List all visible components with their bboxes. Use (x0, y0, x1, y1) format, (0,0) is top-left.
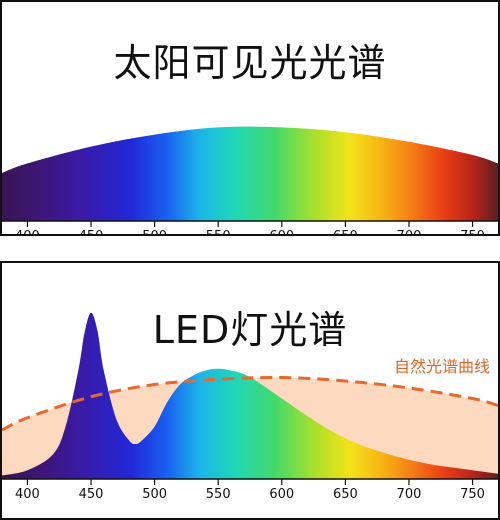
led-tick-label: 700 (397, 487, 422, 502)
led-tick-label: 450 (79, 487, 104, 502)
sunlight-spectrum-area (2, 126, 498, 221)
sunlight-tick-label: 600 (269, 229, 294, 234)
sunlight-tick-label: 400 (15, 229, 40, 234)
led-tick-label: 750 (460, 487, 485, 502)
led-tick-label: 500 (142, 487, 167, 502)
led-spectrum-title: LED灯光谱 (152, 308, 348, 352)
led-spectrum-panel: LED灯光谱 自然光谱曲线 400 450 500 550 600 650 700 750 (0, 261, 500, 520)
sunlight-spectrum-title: 太阳可见光光谱 (113, 41, 387, 85)
led-tick-label: 550 (206, 487, 231, 502)
sunlight-spectrum-chart: 400 450 500 550 600 650 700 750 (2, 126, 498, 234)
natural-spectrum-label: 自然光谱曲线 (394, 357, 490, 376)
sunlight-tick-label: 450 (79, 229, 104, 234)
sunlight-tick-label: 650 (333, 229, 358, 234)
led-tick-label: 400 (15, 487, 40, 502)
sunlight-tick-label: 700 (397, 229, 422, 234)
sunlight-tick-label: 500 (142, 229, 167, 234)
led-spectrum-area (2, 312, 498, 479)
led-tick-label: 650 (333, 487, 358, 502)
sunlight-tick-label: 750 (460, 229, 485, 234)
sunlight-tick-label: 550 (206, 229, 231, 234)
led-tick-label: 600 (269, 487, 294, 502)
led-spectrum-chart: 自然光谱曲线 400 450 500 550 600 650 700 750 (2, 312, 498, 502)
sunlight-spectrum-panel: 太阳可见光光谱 400 450 500 550 600 650 700 750 (0, 0, 500, 236)
natural-spectrum-curve (2, 375, 498, 432)
